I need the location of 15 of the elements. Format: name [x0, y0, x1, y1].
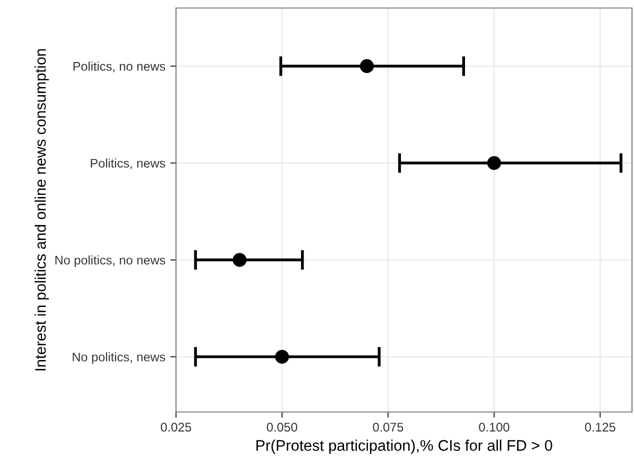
y-tick-label: Politics, news — [90, 158, 166, 170]
point — [275, 350, 289, 364]
y-axis-title: Interest in politics and online news consumption — [34, 49, 49, 370]
point — [487, 156, 502, 170]
x-tick-label: 0.100 — [478, 422, 510, 432]
x-tick-label: 0.075 — [372, 422, 404, 432]
point — [360, 59, 374, 74]
x-tick-label: 0.050 — [266, 422, 298, 432]
y-tick-label: Politics, no news — [74, 62, 166, 72]
x-tick-label: 0.125 — [585, 422, 616, 432]
x-tick-label: 0.025 — [160, 422, 192, 432]
x-axis-title: Pr(Protest participation),% CIs for all FD > 0 — [256, 440, 552, 454]
point — [232, 252, 247, 267]
y-tick-label: No politics, no news — [55, 255, 166, 268]
y-tick-label: No politics, news — [72, 352, 166, 364]
